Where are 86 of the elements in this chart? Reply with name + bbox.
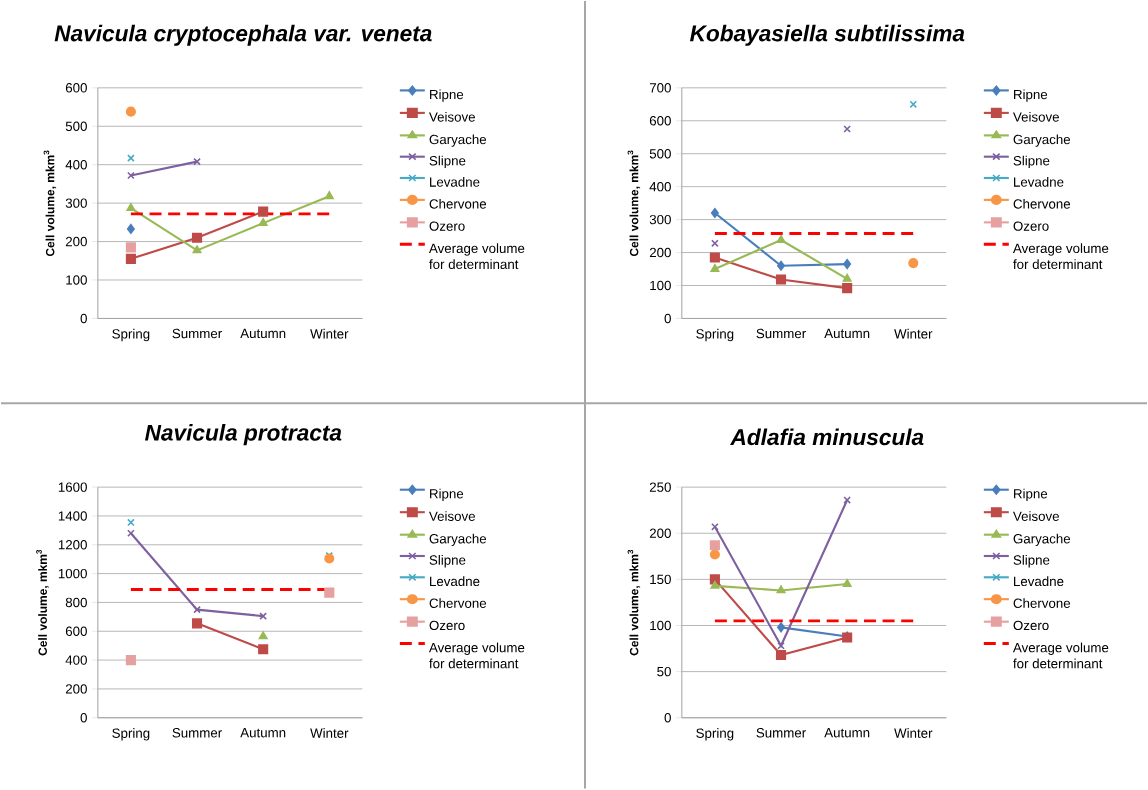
y-tick-label: 100 — [66, 275, 87, 285]
legend-label: Ozero — [429, 221, 465, 231]
legend-label: Chervone — [429, 598, 487, 609]
y-tick-label: 100 — [650, 620, 671, 631]
y-axis-title: Cell volume, mkm$^{3}$ — [627, 150, 641, 257]
x-tick-label: Autumn — [824, 728, 870, 738]
x-tick-label: Spring — [112, 328, 150, 342]
y-tick-label: 100 — [650, 280, 671, 291]
y-tick-label: 1200 — [58, 540, 87, 550]
x-tick-label: Winter — [894, 329, 933, 339]
legend-label: Garyache — [429, 134, 487, 147]
y-tick-label: 500 — [65, 121, 87, 132]
legend-label: Average volume for determinant — [1012, 642, 1109, 669]
legend-label: Ozero — [429, 620, 465, 631]
chart-title: Navicula cryptocephala var. veneta — [54, 24, 432, 47]
legend-label: Slipne — [429, 555, 466, 568]
y-tick-label: 400 — [649, 182, 671, 192]
y-tick-label: 0 — [80, 713, 87, 723]
legend-label: Chervone — [1013, 199, 1071, 209]
y-tick-label: 50 — [657, 667, 671, 677]
chart-title: Adlafia minuscula — [730, 428, 924, 446]
chart-title: Kobayasiella subtilissima — [690, 24, 965, 47]
legend-label: Ozero — [1013, 221, 1049, 231]
y-tick-label: 1000 — [58, 569, 87, 579]
x-tick-label: Autumn — [824, 328, 870, 339]
y-tick-label: 400 — [65, 160, 87, 170]
y-tick-label: 200 — [649, 248, 671, 258]
legend-label: Levadne — [430, 576, 480, 587]
x-tick-label: Autumn — [240, 728, 286, 738]
x-tick-label: Winter — [894, 728, 933, 739]
y-tick-label: 600 — [649, 116, 671, 126]
legend-label: Veisove — [1013, 511, 1059, 522]
x-tick-label: Summer — [172, 728, 222, 738]
y-tick-label: 200 — [649, 528, 671, 539]
y-tick-label: 0 — [80, 313, 87, 324]
y-axis-title: Cell volume, mkm$^{3}$ — [627, 550, 641, 656]
y-tick-label: 300 — [65, 198, 87, 209]
y-tick-label: 1600 — [58, 482, 87, 493]
legend-label: Ozero — [1013, 620, 1049, 631]
legend-label: Chervone — [1013, 598, 1071, 609]
x-tick-label: Spring — [696, 728, 734, 741]
legend-label: Levadne — [430, 177, 480, 187]
legend-label: Average volume for determinant — [428, 243, 525, 270]
legend-label: Average volume for determinant — [428, 642, 525, 669]
x-tick-label: Summer — [172, 329, 222, 339]
legend-label: Chervone — [429, 199, 487, 209]
y-tick-label: 150 — [650, 574, 671, 585]
x-tick-label: Summer — [756, 329, 806, 339]
y-tick-label: 300 — [649, 215, 671, 225]
y-tick-label: 200 — [65, 684, 87, 694]
y-tick-label: 600 — [65, 83, 87, 93]
legend-label: Ripne — [430, 89, 464, 102]
x-tick-label: Spring — [696, 329, 734, 342]
y-axis-title: Cell volume, mkm$^{3}$ — [43, 150, 57, 257]
y-tick-label: 1400 — [58, 511, 87, 521]
x-tick-label: Summer — [756, 728, 806, 738]
x-tick-label: Winter — [310, 728, 349, 739]
x-tick-label: Winter — [310, 328, 349, 339]
legend-label: Veisove — [1013, 112, 1059, 122]
legend-label: Levadne — [1014, 576, 1064, 587]
legend-label: Veisove — [429, 511, 475, 522]
y-tick-label: 400 — [65, 655, 87, 665]
y-tick-label: 250 — [649, 482, 671, 493]
legend-label: Slipne — [1013, 555, 1050, 568]
y-tick-label: 600 — [65, 626, 87, 637]
legend-label: Veisove — [429, 112, 475, 122]
legend-label: Slipne — [429, 155, 466, 169]
y-tick-label: 200 — [65, 237, 87, 247]
legend-label: Garyache — [429, 533, 487, 547]
y-tick-label: 800 — [65, 597, 87, 608]
y-tick-label: 700 — [649, 83, 671, 93]
y-tick-label: 0 — [664, 313, 671, 324]
legend-label: Garyache — [1013, 134, 1071, 147]
legend-label: Ripne — [1014, 89, 1048, 102]
legend-label: Ripne — [1014, 488, 1048, 502]
x-tick-label: Spring — [112, 728, 150, 741]
legend-label: Levadne — [1014, 177, 1064, 187]
legend-label: Garyache — [1013, 533, 1071, 547]
y-axis-title: Cell volume, mkm$^{3}$ — [36, 550, 49, 656]
legend-label: Slipne — [1013, 155, 1050, 169]
y-tick-label: 0 — [664, 713, 671, 723]
y-tick-label: 500 — [649, 149, 671, 159]
chart-title: Navicula protracta — [145, 424, 342, 446]
legend-label: Ripne — [430, 488, 464, 502]
legend-label: Average volume for determinant — [1012, 243, 1109, 270]
x-tick-label: Autumn — [240, 328, 286, 339]
